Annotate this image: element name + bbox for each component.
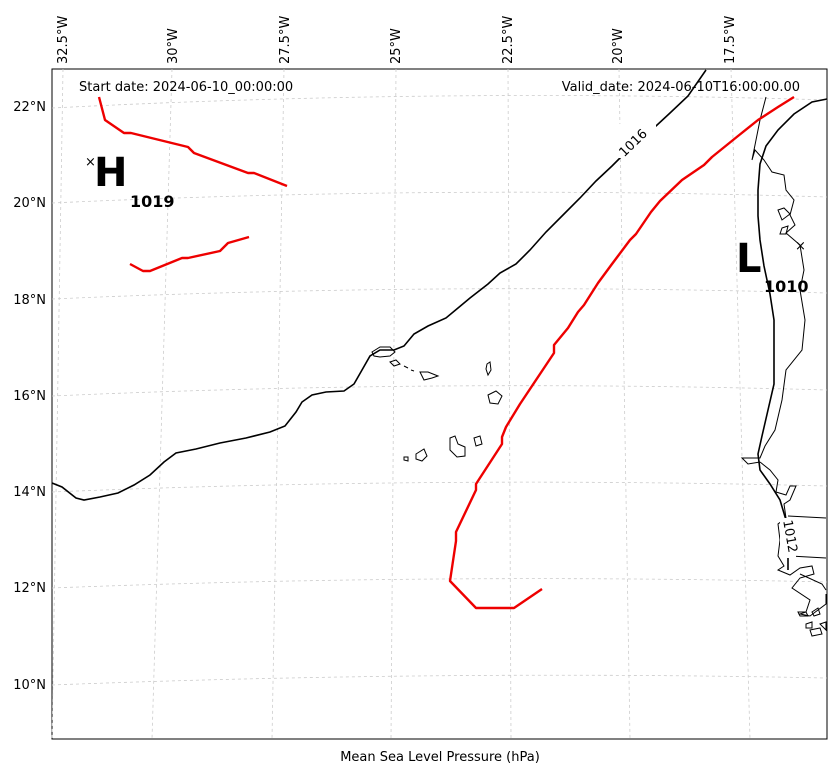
high-center-marker: × [85,155,96,170]
front-lines [97,95,795,610]
low-letter: L [736,236,762,282]
island-fogo [415,448,428,462]
meridian-32-5w [51,68,64,740]
lat-tick-label: 18°N [13,293,46,308]
meridian-25w [390,68,397,740]
x-axis-label: Mean Sea Level Pressure (hPa) [340,750,540,765]
island-boa-vista [487,390,503,405]
meridian-17-5w [730,68,751,740]
low-center-marker: × [795,239,806,254]
low-value: 1010 [764,277,809,296]
isobar-1012 [757,98,828,570]
lat-tick-label: 22°N [13,100,46,115]
meridian-22-5w [507,68,512,740]
isobar-label-bg [780,518,796,558]
lat-tick-label: 16°N [13,389,46,404]
island-santiago [449,435,466,458]
island-santa-luzia [403,365,415,372]
parallel-12n [51,578,828,589]
front-line-west [129,235,250,273]
high-letter: H [94,150,127,196]
island-brava [403,456,409,462]
lat-tick-label: 14°N [13,485,46,500]
parallel-18n [51,288,828,300]
lat-tick-label: 12°N [13,581,46,596]
high-pressure-center: × H 1019 [85,150,175,211]
parallel-16n [51,385,828,397]
graticule [51,68,828,740]
lon-tick-labels: 32.5°W 30°W 27.5°W 25°W 22.5°W 20°W 17.5… [56,16,738,64]
lat-tick-label: 10°N [13,678,46,693]
coast-mauritania [740,96,806,465]
island-sal [485,361,492,377]
lon-tick-label: 27.5°W [278,16,293,64]
isobar-label-bg [618,124,656,158]
parallel-10n [51,674,828,686]
meridian-27-5w [271,68,285,740]
isobars [51,69,828,570]
valid-date-label: Valid_date: 2024-06-10T16:00:00.00 [562,80,800,95]
start-date-label: Start date: 2024-06-10_00:00:00 [79,80,293,95]
coast-bijagos [797,607,827,637]
island-santo-antao [371,346,396,358]
lon-tick-label: 17.5°W [723,16,738,64]
lon-tick-label: 22.5°W [501,16,516,64]
meridian-20w [618,68,631,740]
island-sao-vicente [389,359,401,367]
isobar-label-1012: 1012 [779,519,800,554]
map-frame [51,68,828,740]
high-value: 1019 [130,192,175,211]
coast-gambia-inlet [787,515,827,519]
isobar-1016 [51,69,707,501]
parallel-14n [51,481,828,493]
meridian-30w [151,68,173,740]
parallel-20n [51,191,828,204]
island-sao-nicolau [419,371,440,381]
lat-tick-label: 20°N [13,196,46,211]
front-line-main [448,95,795,610]
lon-tick-label: 20°W [611,28,626,64]
island-maio [473,435,483,447]
coast-senegal [759,461,827,617]
lon-tick-label: 32.5°W [56,16,71,64]
low-pressure-center: × L 1010 [736,236,809,296]
lat-tick-labels: 22°N 20°N 18°N 16°N 14°N 12°N 10°N [13,100,46,693]
parallel-22n [51,95,828,109]
coast-gulf-arguin [777,207,791,235]
lon-tick-label: 30°W [166,28,181,64]
coastlines [371,96,827,637]
front-line-northwest [97,96,288,188]
lon-tick-label: 25°W [389,28,404,64]
